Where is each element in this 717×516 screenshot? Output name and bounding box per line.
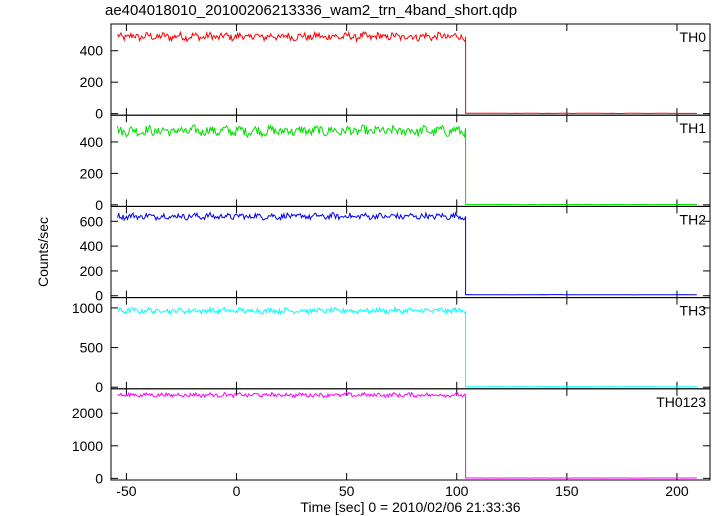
x-axis-label: Time [sec] 0 = 2010/02/06 21:33:36 [300, 499, 520, 515]
ytick-label-th0: 0 [95, 106, 103, 122]
xtick-label: 100 [445, 483, 469, 499]
ytick-label-th0: 400 [80, 43, 104, 59]
ytick-label-th0123: 1000 [72, 438, 103, 454]
ytick-label-th0123: 2000 [72, 405, 103, 421]
ytick-label-th0: 200 [80, 74, 104, 90]
xtick-label: 200 [665, 483, 689, 499]
ytick-label-th2: 600 [80, 213, 104, 229]
ytick-label-th2: 0 [95, 288, 103, 304]
ytick-label-th2: 200 [80, 263, 104, 279]
series-line-th1 [117, 124, 697, 206]
panel-frame-th0123 [110, 388, 711, 481]
series-line-th3 [117, 305, 697, 388]
panel-label-th0: TH0 [680, 29, 707, 45]
ytick-label-th1: 400 [80, 134, 104, 150]
y-axis-label: Counts/sec [35, 217, 51, 287]
panel-frame-th1 [110, 114, 711, 207]
panel-label-th0123: TH0123 [656, 394, 706, 410]
panel-label-th1: TH1 [680, 120, 707, 136]
ytick-label-th3: 500 [80, 340, 104, 356]
ytick-label-th2: 400 [80, 238, 104, 254]
ytick-label-th1: 200 [80, 165, 104, 181]
ytick-label-th3: 0 [95, 379, 103, 395]
ytick-label-th0123: 0 [95, 470, 103, 486]
series-line-th0123 [117, 391, 697, 479]
ytick-label-th3: 1000 [72, 300, 103, 316]
chart-title: ae404018010_20100206213336_wam2_trn_4ban… [105, 2, 518, 19]
series-line-th0 [117, 30, 697, 115]
xtick-label: 0 [233, 483, 241, 499]
panel-label-th2: TH2 [680, 211, 707, 227]
ytick-label-th1: 0 [95, 197, 103, 213]
xtick-label: 50 [339, 483, 355, 499]
series-line-th2 [117, 211, 697, 296]
panel-label-th3: TH3 [680, 303, 707, 319]
xtick-label: 150 [555, 483, 579, 499]
panel-frame-th2 [110, 205, 711, 299]
xtick-label: -50 [116, 483, 136, 499]
